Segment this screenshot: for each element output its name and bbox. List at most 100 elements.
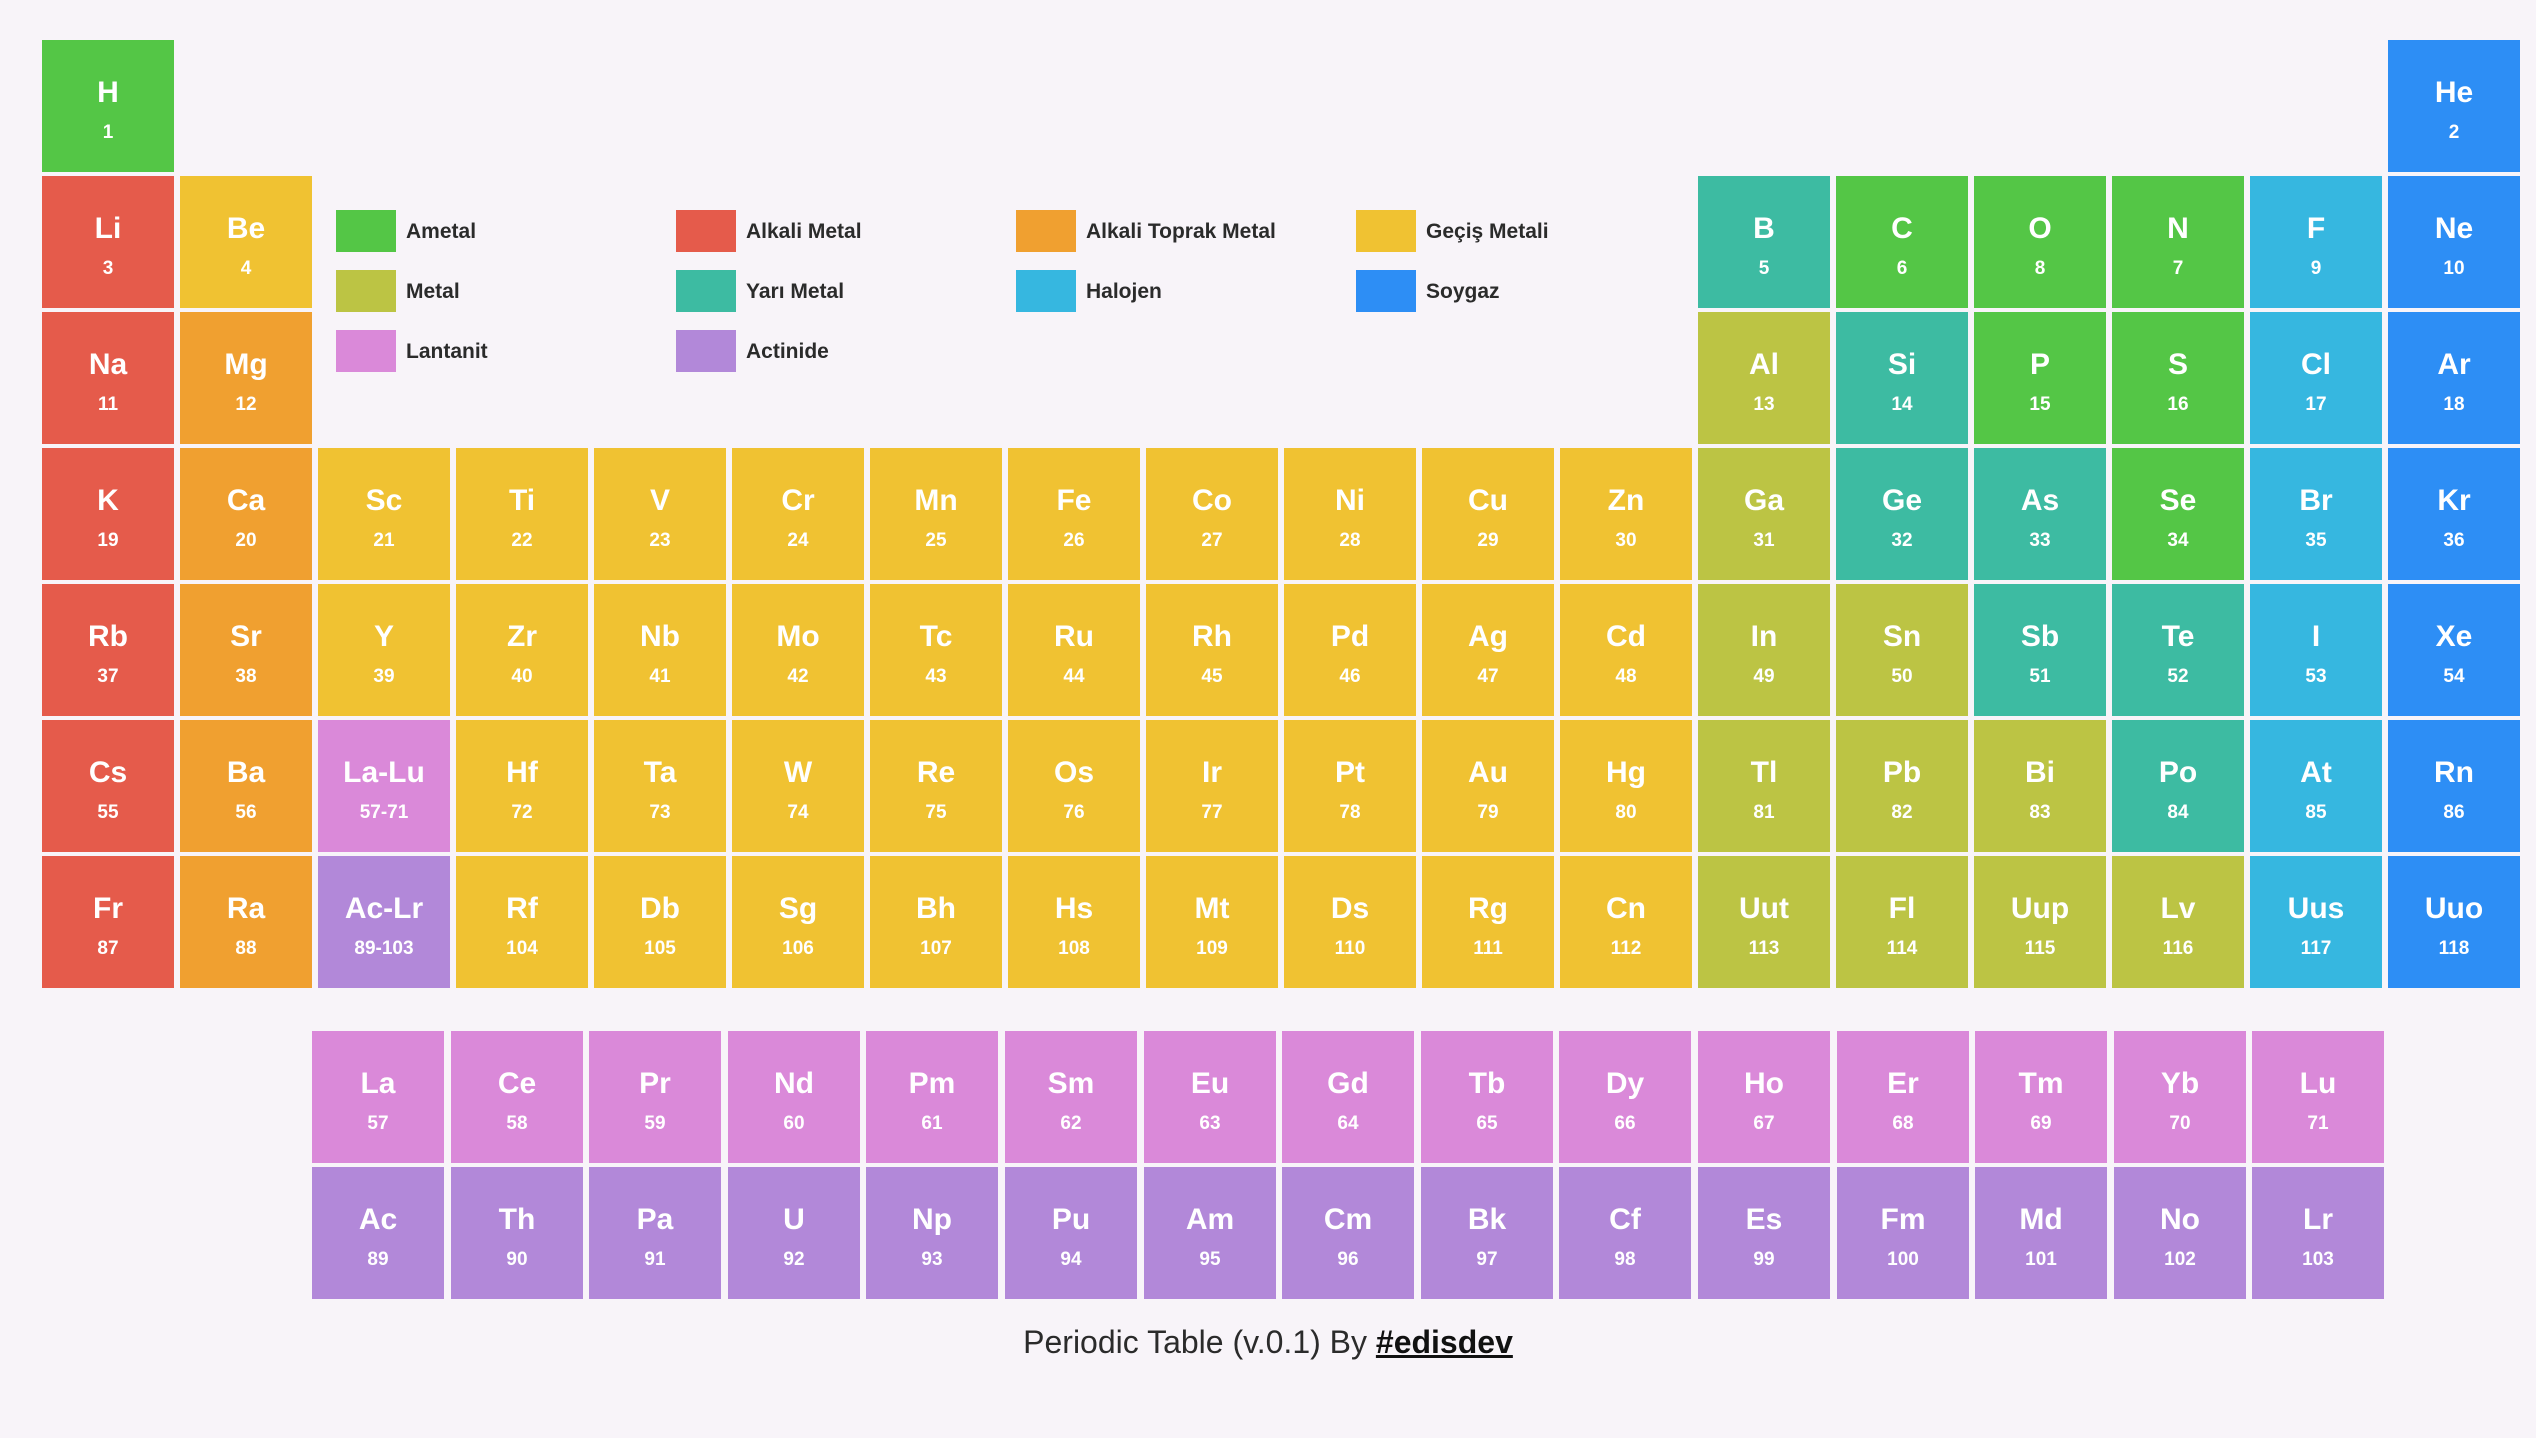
element-cell[interactable]: Cl 17: [2250, 312, 2382, 444]
element-cell[interactable]: Yb 70: [2114, 1031, 2246, 1163]
element-cell[interactable]: Br 35: [2250, 448, 2382, 580]
element-cell[interactable]: Lr 103: [2252, 1167, 2384, 1299]
element-cell[interactable]: Pd 46: [1284, 584, 1416, 716]
element-cell[interactable]: Cs 55: [42, 720, 174, 852]
element-cell[interactable]: He 2: [2388, 40, 2520, 172]
element-cell[interactable]: Cm 96: [1282, 1167, 1414, 1299]
element-cell[interactable]: Ce 58: [451, 1031, 583, 1163]
element-cell[interactable]: Pu 94: [1005, 1167, 1137, 1299]
element-cell[interactable]: Cn 112: [1560, 856, 1692, 988]
element-cell[interactable]: Sm 62: [1005, 1031, 1137, 1163]
element-cell[interactable]: Er 68: [1837, 1031, 1969, 1163]
element-cell[interactable]: Mn 25: [870, 448, 1002, 580]
element-cell[interactable]: Eu 63: [1144, 1031, 1276, 1163]
element-cell[interactable]: Nd 60: [728, 1031, 860, 1163]
element-cell[interactable]: Kr 36: [2388, 448, 2520, 580]
element-cell[interactable]: Xe 54: [2388, 584, 2520, 716]
element-cell[interactable]: Mt 109: [1146, 856, 1278, 988]
element-cell[interactable]: Cf 98: [1559, 1167, 1691, 1299]
element-cell[interactable]: Th 90: [451, 1167, 583, 1299]
element-cell[interactable]: Sr 38: [180, 584, 312, 716]
element-cell[interactable]: Db 105: [594, 856, 726, 988]
element-cell[interactable]: Ra 88: [180, 856, 312, 988]
element-cell[interactable]: Uus 117: [2250, 856, 2382, 988]
element-cell[interactable]: K 19: [42, 448, 174, 580]
element-cell[interactable]: Se 34: [2112, 448, 2244, 580]
element-cell[interactable]: At 85: [2250, 720, 2382, 852]
element-cell[interactable]: Ho 67: [1698, 1031, 1830, 1163]
element-cell[interactable]: Ga 31: [1698, 448, 1830, 580]
element-cell[interactable]: W 74: [732, 720, 864, 852]
element-cell[interactable]: Am 95: [1144, 1167, 1276, 1299]
element-cell[interactable]: Pa 91: [589, 1167, 721, 1299]
element-cell[interactable]: Tc 43: [870, 584, 1002, 716]
element-cell[interactable]: Pb 82: [1836, 720, 1968, 852]
element-cell[interactable]: Md 101: [1975, 1167, 2107, 1299]
element-cell[interactable]: Rf 104: [456, 856, 588, 988]
element-cell[interactable]: Zn 30: [1560, 448, 1692, 580]
element-cell[interactable]: Os 76: [1008, 720, 1140, 852]
element-cell[interactable]: La 57: [312, 1031, 444, 1163]
element-cell[interactable]: Np 93: [866, 1167, 998, 1299]
element-cell[interactable]: Sn 50: [1836, 584, 1968, 716]
element-cell[interactable]: Hg 80: [1560, 720, 1692, 852]
element-cell[interactable]: Mg 12: [180, 312, 312, 444]
element-cell[interactable]: Fe 26: [1008, 448, 1140, 580]
element-cell[interactable]: Be 4: [180, 176, 312, 308]
element-cell[interactable]: Pr 59: [589, 1031, 721, 1163]
element-cell[interactable]: Bi 83: [1974, 720, 2106, 852]
element-cell[interactable]: Ac-Lr 89-103: [318, 856, 450, 988]
element-cell[interactable]: Ca 20: [180, 448, 312, 580]
element-cell[interactable]: Rh 45: [1146, 584, 1278, 716]
element-cell[interactable]: Sc 21: [318, 448, 450, 580]
element-cell[interactable]: Fl 114: [1836, 856, 1968, 988]
element-cell[interactable]: Co 27: [1146, 448, 1278, 580]
element-cell[interactable]: Sg 106: [732, 856, 864, 988]
element-cell[interactable]: Bh 107: [870, 856, 1002, 988]
element-cell[interactable]: Uut 113: [1698, 856, 1830, 988]
element-cell[interactable]: Ni 28: [1284, 448, 1416, 580]
element-cell[interactable]: Sb 51: [1974, 584, 2106, 716]
element-cell[interactable]: Tb 65: [1421, 1031, 1553, 1163]
element-cell[interactable]: Al 13: [1698, 312, 1830, 444]
element-cell[interactable]: Bk 97: [1421, 1167, 1553, 1299]
element-cell[interactable]: Fr 87: [42, 856, 174, 988]
element-cell[interactable]: Rb 37: [42, 584, 174, 716]
element-cell[interactable]: U 92: [728, 1167, 860, 1299]
element-cell[interactable]: As 33: [1974, 448, 2106, 580]
element-cell[interactable]: V 23: [594, 448, 726, 580]
element-cell[interactable]: Gd 64: [1282, 1031, 1414, 1163]
element-cell[interactable]: Ge 32: [1836, 448, 1968, 580]
element-cell[interactable]: Au 79: [1422, 720, 1554, 852]
element-cell[interactable]: Ru 44: [1008, 584, 1140, 716]
element-cell[interactable]: Uup 115: [1974, 856, 2106, 988]
element-cell[interactable]: Mo 42: [732, 584, 864, 716]
element-cell[interactable]: P 15: [1974, 312, 2106, 444]
element-cell[interactable]: Ar 18: [2388, 312, 2520, 444]
element-cell[interactable]: Cu 29: [1422, 448, 1554, 580]
element-cell[interactable]: No 102: [2114, 1167, 2246, 1299]
element-cell[interactable]: Tm 69: [1975, 1031, 2107, 1163]
element-cell[interactable]: Dy 66: [1559, 1031, 1691, 1163]
element-cell[interactable]: Na 11: [42, 312, 174, 444]
element-cell[interactable]: Pm 61: [866, 1031, 998, 1163]
element-cell[interactable]: Ti 22: [456, 448, 588, 580]
element-cell[interactable]: Es 99: [1698, 1167, 1830, 1299]
element-cell[interactable]: Ir 77: [1146, 720, 1278, 852]
element-cell[interactable]: Nb 41: [594, 584, 726, 716]
element-cell[interactable]: S 16: [2112, 312, 2244, 444]
element-cell[interactable]: Si 14: [1836, 312, 1968, 444]
element-cell[interactable]: Cr 24: [732, 448, 864, 580]
element-cell[interactable]: Lu 71: [2252, 1031, 2384, 1163]
element-cell[interactable]: La-Lu 57-71: [318, 720, 450, 852]
element-cell[interactable]: Hf 72: [456, 720, 588, 852]
element-cell[interactable]: In 49: [1698, 584, 1830, 716]
element-cell[interactable]: Lv 116: [2112, 856, 2244, 988]
element-cell[interactable]: Re 75: [870, 720, 1002, 852]
element-cell[interactable]: I 53: [2250, 584, 2382, 716]
element-cell[interactable]: Ds 110: [1284, 856, 1416, 988]
